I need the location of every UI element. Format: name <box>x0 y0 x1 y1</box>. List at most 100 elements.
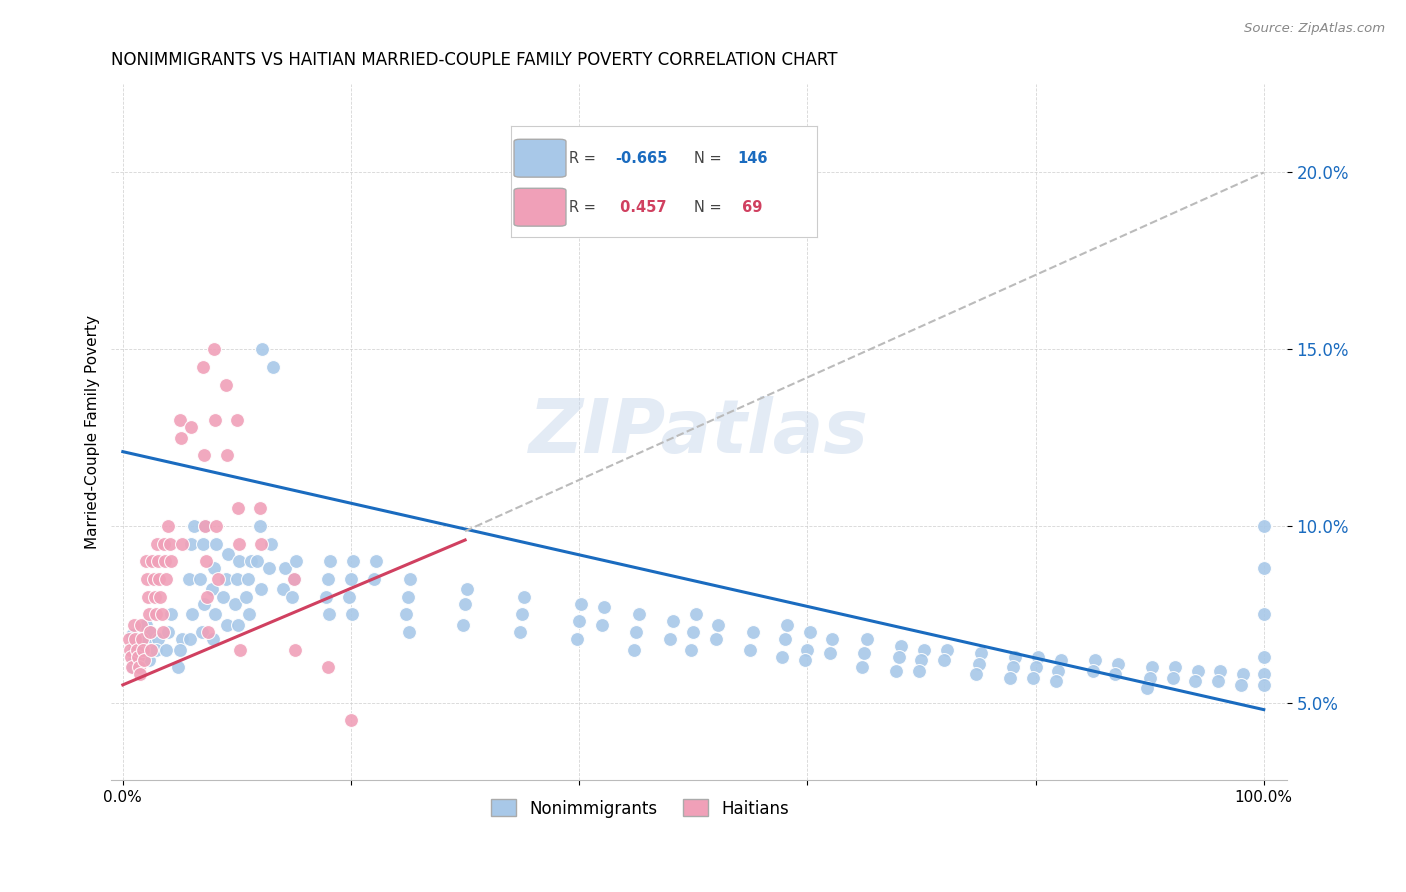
Point <box>204 607 226 622</box>
Point <box>1001 660 1024 674</box>
Point <box>319 554 342 568</box>
Point <box>855 632 877 646</box>
Point <box>796 642 818 657</box>
Point <box>141 554 163 568</box>
Point <box>593 600 616 615</box>
Point <box>1081 664 1104 678</box>
Point <box>132 642 155 657</box>
Point <box>134 653 156 667</box>
Point <box>191 536 214 550</box>
Point <box>201 582 224 597</box>
Point <box>239 554 262 568</box>
Point <box>1022 671 1045 685</box>
Point <box>136 590 159 604</box>
Point <box>1049 653 1071 667</box>
Point <box>565 632 588 646</box>
Point <box>129 617 152 632</box>
Point <box>1253 607 1275 622</box>
Point <box>1025 660 1047 674</box>
Point <box>129 653 152 667</box>
Point <box>1253 678 1275 692</box>
Point <box>591 617 613 632</box>
Point <box>821 632 844 646</box>
Point <box>970 646 993 660</box>
Point <box>145 642 167 657</box>
Point <box>1184 674 1206 689</box>
Point <box>454 597 477 611</box>
Point <box>141 642 163 657</box>
Point <box>195 554 218 568</box>
Point <box>770 649 793 664</box>
Point <box>207 572 229 586</box>
Point <box>224 597 246 611</box>
Point <box>396 590 419 604</box>
Point <box>172 632 194 646</box>
Text: NONIMMIGRANTS VS HAITIAN MARRIED-COUPLE FAMILY POVERTY CORRELATION CHART: NONIMMIGRANTS VS HAITIAN MARRIED-COUPLE … <box>111 51 838 69</box>
Point <box>509 624 531 639</box>
Point <box>117 632 139 646</box>
Point <box>910 653 932 667</box>
Point <box>128 660 150 674</box>
Point <box>122 653 145 667</box>
Point <box>127 649 149 664</box>
Point <box>682 624 704 639</box>
Point <box>1253 667 1275 681</box>
Point <box>157 624 180 639</box>
Point <box>704 632 727 646</box>
Point <box>238 607 260 622</box>
Point <box>129 667 152 681</box>
Point <box>1000 671 1022 685</box>
Point <box>157 519 180 533</box>
Point <box>257 561 280 575</box>
Point <box>315 590 337 604</box>
Point <box>122 660 145 674</box>
Point <box>169 413 191 427</box>
Point <box>741 624 763 639</box>
Point <box>1164 660 1187 674</box>
Point <box>513 590 536 604</box>
Point <box>215 448 238 462</box>
Point <box>1104 667 1126 681</box>
Point <box>285 554 308 568</box>
Point <box>707 617 730 632</box>
Point <box>1232 667 1254 681</box>
Point <box>226 413 249 427</box>
Point <box>794 653 817 667</box>
Point <box>250 536 273 550</box>
Point <box>124 632 146 646</box>
Point <box>177 572 200 586</box>
Point <box>398 624 420 639</box>
Point <box>908 664 931 678</box>
Point <box>284 642 307 657</box>
Point <box>149 590 172 604</box>
Point <box>166 660 188 674</box>
Point <box>122 642 145 657</box>
Point <box>193 448 215 462</box>
Point <box>342 554 364 568</box>
Point <box>170 430 193 444</box>
Point <box>121 628 143 642</box>
Point <box>1253 519 1275 533</box>
Point <box>159 554 181 568</box>
Point <box>214 377 236 392</box>
Point <box>153 554 176 568</box>
Point <box>249 519 271 533</box>
Point <box>340 572 363 586</box>
Point <box>135 572 157 586</box>
Point <box>799 624 821 639</box>
Point <box>274 561 297 575</box>
Point <box>1139 671 1161 685</box>
Point <box>148 554 170 568</box>
Point <box>337 590 360 604</box>
Point <box>1026 649 1049 664</box>
Point <box>626 624 648 639</box>
Point <box>138 607 160 622</box>
Point <box>125 646 148 660</box>
Point <box>194 519 217 533</box>
Point <box>120 649 142 664</box>
Point <box>340 713 363 727</box>
Point <box>159 536 181 550</box>
Point <box>226 572 249 586</box>
Point <box>250 582 273 597</box>
Point <box>1136 681 1159 696</box>
